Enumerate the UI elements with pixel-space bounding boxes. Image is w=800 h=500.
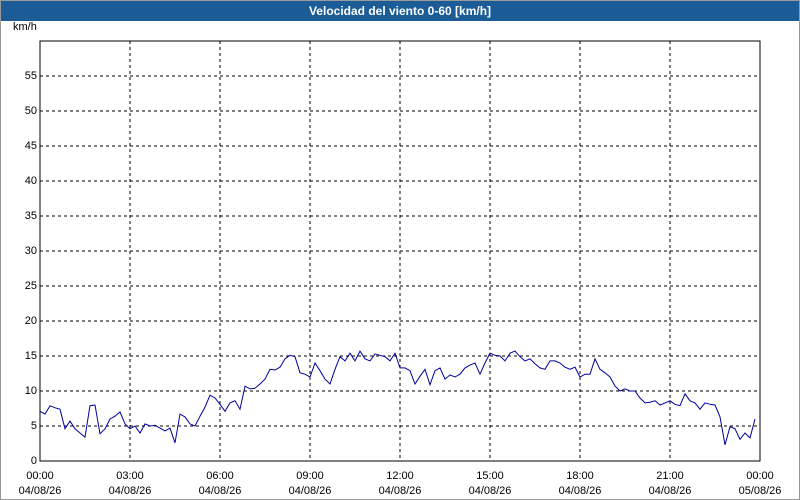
chart: km/h 0 5 10 15 20 25 30 35 40 45 50 55 00:00 04/08/26… <box>13 21 782 497</box>
x-tick-label: 04/08/26 <box>19 485 62 497</box>
plot-border <box>39 40 761 462</box>
y-tick-label: 45 <box>25 140 37 152</box>
x-tick-label: 05/08/26 <box>739 485 782 497</box>
x-tick-label: 04/08/26 <box>199 485 242 497</box>
y-tick-label: 5 <box>31 420 37 432</box>
x-tick-label: 04/08/26 <box>379 485 422 497</box>
y-tick-label: 35 <box>25 210 37 222</box>
y-axis-unit: km/h <box>13 21 37 33</box>
y-tick-label: 20 <box>25 315 37 327</box>
y-tick-label: 55 <box>25 70 37 82</box>
title-bar: Velocidad del viento 0-60 [km/h] <box>1 1 799 21</box>
y-tick-label: 10 <box>25 385 37 397</box>
y-tick-label: 0 <box>31 455 37 467</box>
x-tick-label: 03:00 <box>116 470 144 482</box>
x-tick-label: 00:00 <box>26 470 54 482</box>
x-tick-label: 09:00 <box>296 470 324 482</box>
x-tick-label: 04/08/26 <box>469 485 512 497</box>
line-series <box>39 350 756 446</box>
x-tick-label: 06:00 <box>206 470 234 482</box>
x-tick-label: 04/08/26 <box>559 485 602 497</box>
x-tick-label: 00:00 <box>746 470 774 482</box>
x-tick-label: 12:00 <box>386 470 414 482</box>
y-tick-label: 50 <box>25 105 37 117</box>
x-tick-label: 04/08/26 <box>649 485 692 497</box>
x-tick-label: 04/08/26 <box>289 485 332 497</box>
y-tick-label: 30 <box>25 245 37 257</box>
y-tick-label: 25 <box>25 280 37 292</box>
x-tick-label: 15:00 <box>476 470 504 482</box>
x-tick-label: 18:00 <box>566 470 594 482</box>
y-tick-label: 40 <box>25 175 37 187</box>
x-tick-label: 04/08/26 <box>109 485 152 497</box>
x-tick-label: 21:00 <box>656 470 684 482</box>
y-tick-label: 15 <box>25 350 37 362</box>
